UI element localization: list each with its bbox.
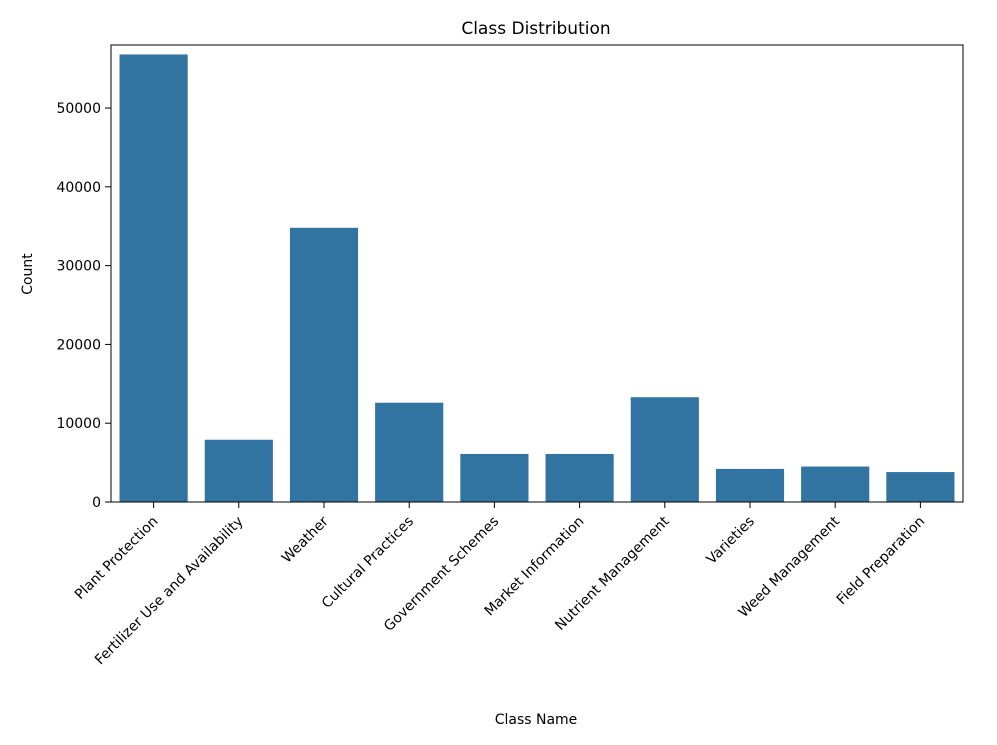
bar-1 (204, 439, 273, 502)
x-tick-label: Field Preparation (834, 514, 928, 608)
x-tick-label: Cultural Practices (319, 514, 417, 612)
y-tick-label: 50000 (56, 101, 101, 117)
bars-layer (119, 54, 955, 503)
x-tick-label: Weather (279, 513, 332, 566)
y-axis: 0 10000 20000 30000 40000 50000 (56, 101, 111, 511)
bar-5 (545, 453, 614, 502)
y-tick-label: 30000 (56, 259, 101, 275)
x-tick-label: Fertilizer Use and Availability (92, 514, 247, 669)
bar-9 (886, 472, 955, 502)
x-tick-label: Varieties (704, 514, 758, 568)
y-axis-label: Count (20, 253, 36, 295)
x-axis-label: Class Name (495, 712, 578, 728)
chart-title: Class Distribution (461, 19, 610, 39)
bar-7 (715, 468, 785, 502)
bar-0 (119, 54, 188, 503)
x-tick-label: Plant Protection (72, 514, 161, 603)
y-tick-label: 0 (92, 495, 101, 511)
bar-3 (375, 402, 444, 502)
bar-2 (289, 227, 359, 503)
bar-4 (460, 453, 529, 502)
bar-6 (630, 397, 699, 502)
y-tick-label: 10000 (56, 416, 101, 432)
y-tick-label: 20000 (56, 337, 101, 353)
y-tick-label: 40000 (56, 180, 101, 196)
bar-8 (801, 466, 870, 502)
plot-frame (110, 44, 964, 503)
